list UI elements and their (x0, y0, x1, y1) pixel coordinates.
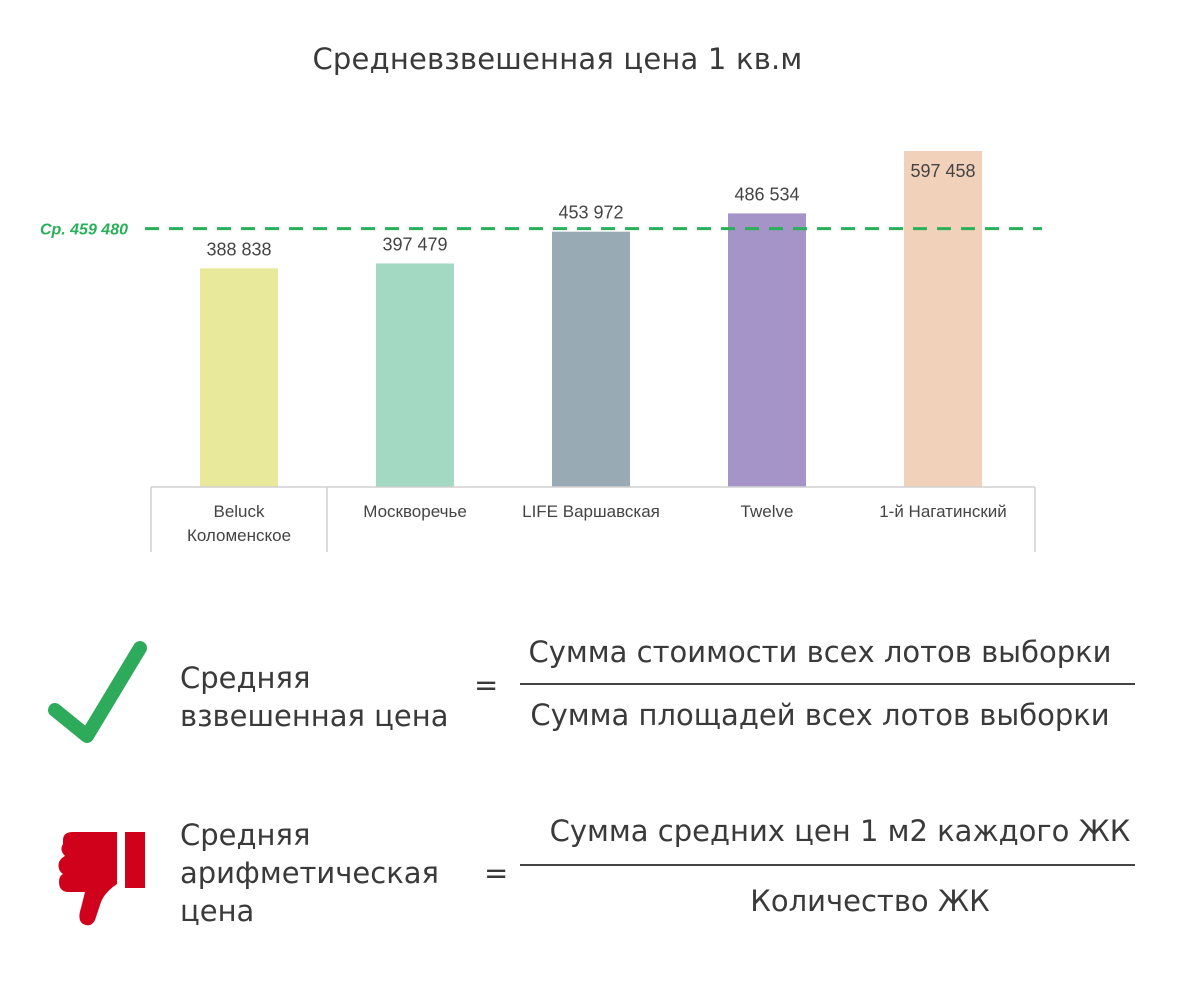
arithmetic-formula: Средняя арифметическая цена = Сумма сред… (0, 808, 1200, 948)
weighted-formula: Средняя взвешенная цена = Сумма стоимост… (0, 630, 1200, 760)
arith-fraction-bar (520, 864, 1135, 866)
category-label-0-0: Beluck (213, 502, 265, 521)
chart-title: Средневзвешенная цена 1 кв.м (312, 42, 803, 76)
arith-equals: = (484, 856, 509, 890)
arith-label-line-3: цена (180, 894, 255, 928)
weighted-numerator: Сумма стоимости всех лотов выборки (528, 635, 1112, 669)
bar-1 (376, 263, 454, 487)
bar-chart: 388 838 397 479 453 972 486 534 597 458 Belu… (40, 151, 1042, 552)
bar-0 (200, 268, 278, 487)
arith-label-line-1: Средняя (180, 818, 311, 852)
arith-denominator: Количество ЖК (750, 884, 990, 918)
bar-4 (904, 151, 982, 487)
category-label-2-0: LIFE Варшавская (522, 502, 660, 521)
arith-numerator: Сумма средних цен 1 м2 каждого ЖК (549, 814, 1131, 848)
check-icon (48, 641, 147, 743)
bar-value-label-0: 388 838 (206, 239, 271, 259)
bar-value-label-1: 397 479 (382, 234, 447, 254)
bar-value-label-2: 453 972 (558, 203, 623, 223)
bar-value-label-4: 597 458 (910, 161, 975, 181)
thumbs-down-icon (58, 832, 145, 926)
category-label-1-0: Москворечье (363, 502, 467, 521)
arith-label-line-2: арифметическая (180, 856, 439, 890)
weighted-label-line-1: Средняя (180, 661, 311, 695)
bar-3 (728, 213, 806, 488)
bar-value-label-3: 486 534 (734, 184, 799, 204)
weighted-label-line-2: взвешенная цена (180, 699, 449, 733)
category-label-3-0: Twelve (741, 502, 794, 521)
weighted-denominator: Сумма площадей всех лотов выборки (530, 698, 1110, 732)
bar-2 (552, 231, 630, 487)
weighted-equals: = (474, 668, 499, 702)
average-reference-label: Ср. 459 480 (40, 222, 128, 239)
weighted-fraction-bar (520, 683, 1135, 685)
category-label-4-0: 1-й Нагатинский (879, 502, 1007, 521)
category-label-0-1: Коломенское (187, 526, 291, 545)
